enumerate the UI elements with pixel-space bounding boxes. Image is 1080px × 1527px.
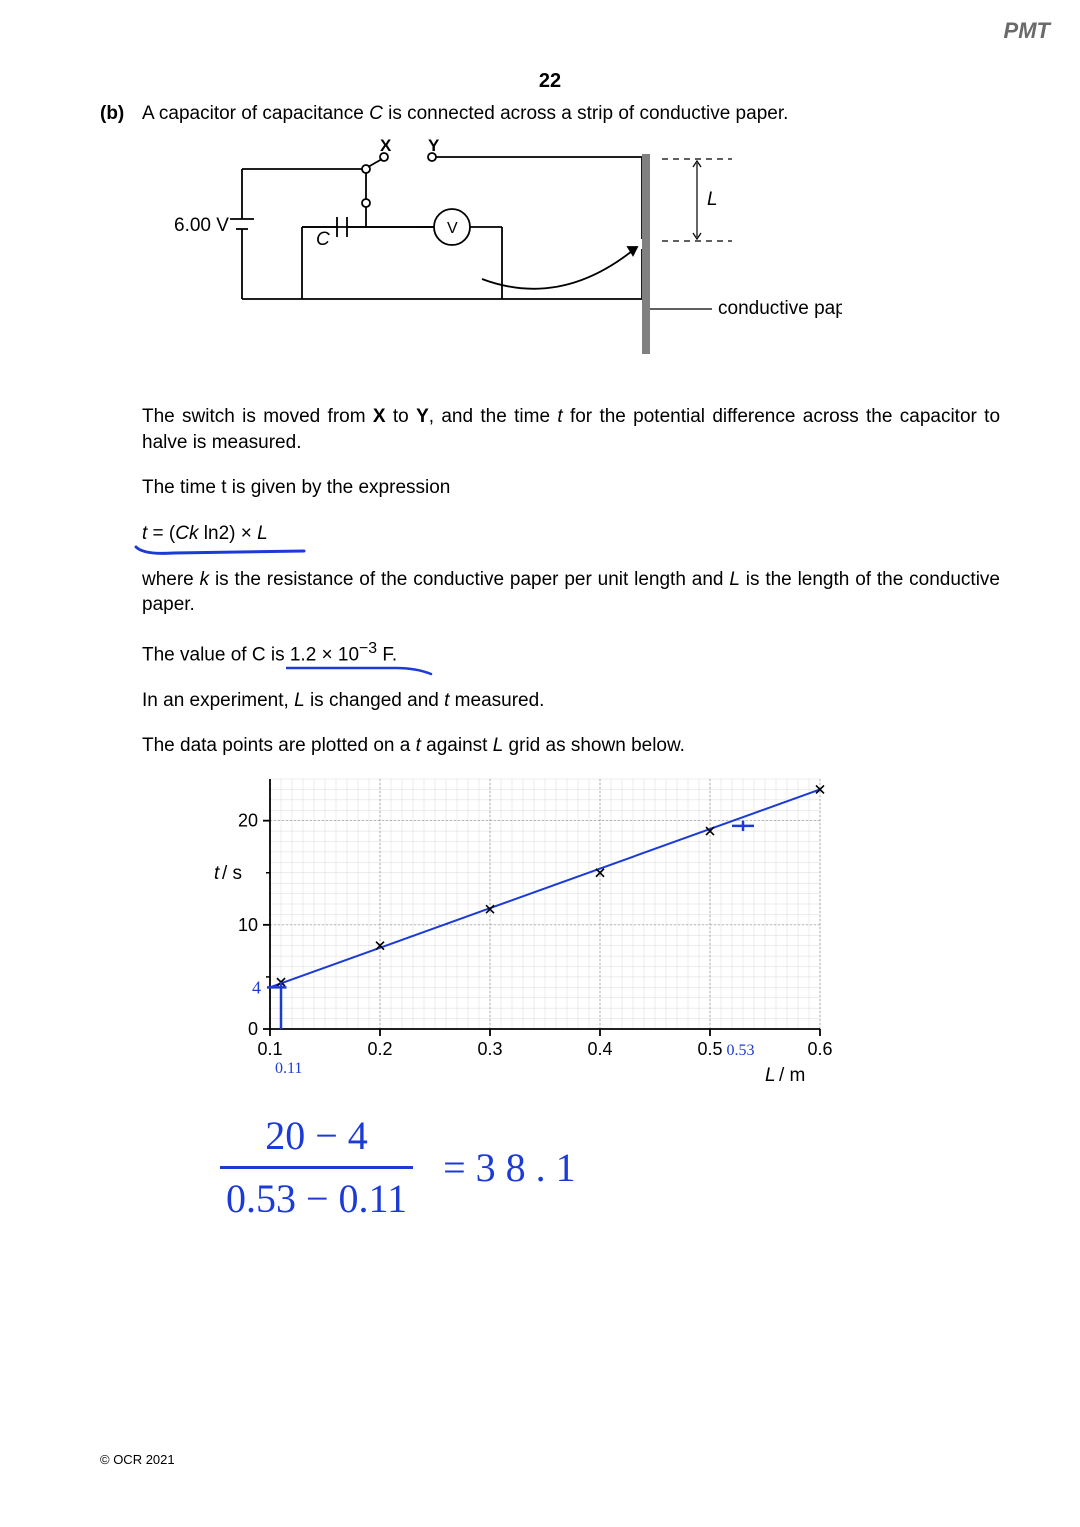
handwritten-calculation: 20 − 4 0.53 − 0.11 = 3 8 . 1 <box>220 1110 1000 1225</box>
svg-text:0.2: 0.2 <box>367 1039 392 1059</box>
voltage-label: 6.00 V <box>174 215 229 236</box>
chart-svg: 0.1 0.2 0.3 0.4 0.5 0.6 0 10 20 L/ m t/ s 4 0.11 0.53 <box>200 769 840 1089</box>
svg-text:L: L <box>765 1065 776 1086</box>
svg-text:/ s: / s <box>222 863 242 884</box>
frac-bottom: 0.53 − 0.11 <box>220 1169 413 1225</box>
circuit-diagram: X Y 6.00 V C V L conductive paper <box>142 139 1000 384</box>
svg-text:10: 10 <box>238 915 258 935</box>
question-label: (b) <box>100 103 142 125</box>
page-number: 22 <box>100 70 1000 93</box>
svg-text:20: 20 <box>238 811 258 831</box>
switch-x-label: X <box>380 139 392 155</box>
chart: 0.1 0.2 0.3 0.4 0.5 0.6 0 10 20 L/ m t/ s 4 0.11 0.53 <box>200 769 1000 1094</box>
length-label: L <box>707 189 718 210</box>
para-plot: The data points are plotted on a t again… <box>142 733 1000 759</box>
capacitor-label: C <box>316 229 330 250</box>
svg-text:/ m: / m <box>779 1065 805 1086</box>
svg-text:0.6: 0.6 <box>807 1039 832 1059</box>
svg-text:0.3: 0.3 <box>477 1039 502 1059</box>
svg-text:0.1: 0.1 <box>257 1039 282 1059</box>
svg-text:0.4: 0.4 <box>587 1039 612 1059</box>
para-switch: The switch is moved from X to Y, and the… <box>142 404 1000 455</box>
watermark: PMT <box>1004 18 1050 44</box>
question-line: (b) A capacitor of capacitance C is conn… <box>100 103 1000 125</box>
c-value-pre: The value of C is <box>142 644 290 665</box>
intro-text: A capacitor of capacitance C is connecte… <box>142 103 788 125</box>
equation: t = (Ck ln2) × L <box>142 521 1000 547</box>
conductive-paper-strip <box>642 154 650 354</box>
svg-text:0.53: 0.53 <box>727 1042 755 1059</box>
frac-top: 20 − 4 <box>220 1110 413 1169</box>
svg-text:0.11: 0.11 <box>275 1060 302 1077</box>
calc-result: = 3 8 . 1 <box>443 1145 576 1190</box>
switch-y-label: Y <box>428 139 440 155</box>
svg-text:4: 4 <box>252 977 261 997</box>
para-cvalue: The value of C is 1.2 × 10−3 F. <box>142 638 1000 668</box>
para-where: where k is the resistance of the conduct… <box>142 567 1000 618</box>
paper-label: conductive paper <box>718 298 842 319</box>
para-experiment: In an experiment, L is changed and t mea… <box>142 688 1000 714</box>
circuit-svg: X Y 6.00 V C V L conductive paper <box>142 139 842 379</box>
svg-text:t: t <box>214 863 220 884</box>
voltmeter-label: V <box>447 220 458 237</box>
para-expr-intro: The time t is given by the expression <box>142 475 1000 501</box>
copyright: © OCR 2021 <box>100 1452 175 1467</box>
svg-text:0.5: 0.5 <box>697 1039 722 1059</box>
svg-text:0: 0 <box>248 1019 258 1039</box>
page-root: PMT 22 (b) A capacitor of capacitance C … <box>0 0 1080 1527</box>
